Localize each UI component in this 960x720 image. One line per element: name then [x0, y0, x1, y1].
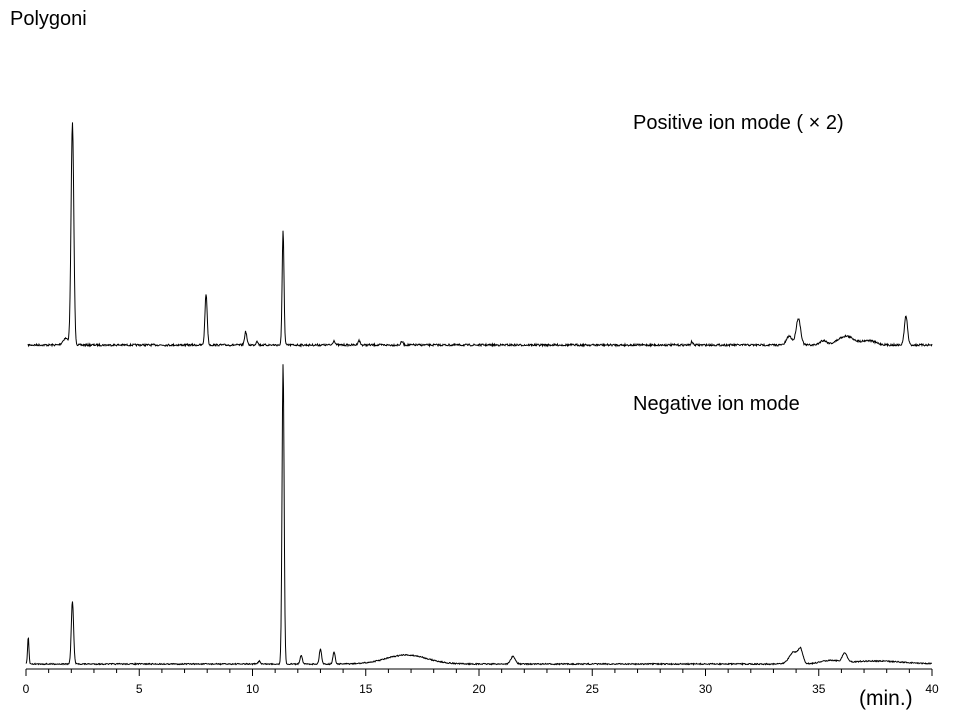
x-tick-label: 40 — [925, 682, 939, 696]
x-axis-unit-label: (min.) — [859, 687, 913, 710]
x-axis: 0 5 10 15 20 25 30 35 40 — [23, 668, 939, 696]
trace-group — [25, 122, 933, 666]
x-tick-label: 35 — [812, 682, 826, 696]
x-tick-label: 30 — [699, 682, 713, 696]
positive-ion-trace — [27, 122, 933, 348]
x-tick-label: 5 — [136, 682, 143, 696]
x-tick-label: 0 — [23, 682, 30, 696]
x-tick-label: 15 — [359, 682, 373, 696]
chart-title: Polygoni — [10, 8, 87, 30]
x-tick-label: 25 — [586, 682, 600, 696]
negative-series-label: Negative ion mode — [633, 393, 800, 415]
positive-series-label: Positive ion mode ( × 2) — [633, 112, 844, 134]
x-tick-label: 10 — [246, 682, 260, 696]
negative-ion-trace — [25, 364, 932, 666]
x-tick-label: 20 — [472, 682, 486, 696]
